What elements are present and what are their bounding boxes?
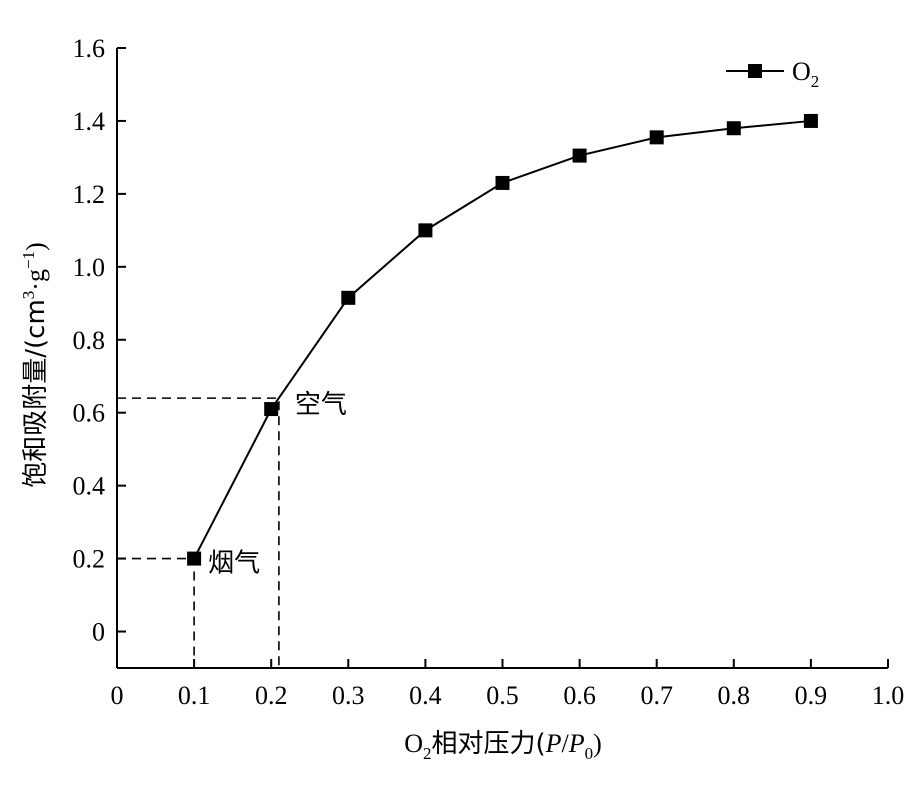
x-axis-label: O2相对压力(P/P0) bbox=[404, 729, 602, 763]
data-point bbox=[264, 402, 279, 417]
x-tick-label: 0.5 bbox=[486, 681, 519, 710]
y-tick-label: 0.2 bbox=[73, 545, 106, 574]
x-tick-label: 0.2 bbox=[255, 681, 288, 710]
annotation-label: 烟气 bbox=[208, 549, 260, 579]
x-tick-label: 0.3 bbox=[332, 681, 365, 710]
data-point bbox=[187, 551, 202, 566]
legend-label: O2 bbox=[792, 57, 819, 91]
y-axis-label: 饱和吸附量/(cm3·g−1) bbox=[19, 242, 51, 487]
axis-labels: O2相对压力(P/P0) 饱和吸附量/(cm3·g−1) bbox=[19, 242, 602, 763]
annotation-label: 空气 bbox=[295, 390, 347, 420]
x-tick-label: 0.9 bbox=[795, 681, 828, 710]
data-point bbox=[418, 223, 433, 238]
annotations: 烟气 空气 bbox=[208, 390, 347, 578]
series bbox=[187, 113, 818, 566]
reference-line-2 bbox=[117, 397, 280, 668]
y-tick-label: 0 bbox=[92, 618, 105, 647]
y-tick-label: 0.6 bbox=[73, 399, 106, 428]
y-tick-label: 0.4 bbox=[73, 472, 106, 501]
x-tick-label: 1.0 bbox=[872, 681, 905, 710]
x-tick-label: 0.4 bbox=[409, 681, 442, 710]
x-tick-label: 0.8 bbox=[718, 681, 751, 710]
x-tick-label: 0.1 bbox=[178, 681, 211, 710]
reference-lines bbox=[117, 397, 280, 668]
legend-marker bbox=[748, 64, 762, 78]
data-point bbox=[803, 113, 818, 128]
x-tick-label: 0.7 bbox=[640, 681, 673, 710]
axes: 0 0.1 0.2 0.3 0.4 0.5 0.6 0.7 0.8 0.9 1.0 0 0.2 0.4 0.… bbox=[73, 34, 905, 710]
data-point bbox=[341, 290, 356, 305]
x-tick-label: 0 bbox=[111, 681, 124, 710]
y-tick-label: 0.8 bbox=[73, 326, 106, 355]
y-tick-label: 1.4 bbox=[73, 107, 106, 136]
legend: O2 bbox=[726, 57, 819, 91]
y-tick-label: 1.2 bbox=[73, 180, 106, 209]
y-tick-label: 1.0 bbox=[73, 253, 106, 282]
y-tick-label: 1.6 bbox=[73, 34, 106, 63]
reference-line-1 bbox=[117, 557, 195, 668]
x-tick-label: 0.6 bbox=[563, 681, 596, 710]
data-point bbox=[572, 148, 587, 163]
data-point bbox=[649, 130, 664, 145]
data-point bbox=[495, 175, 510, 190]
data-point bbox=[726, 121, 741, 136]
